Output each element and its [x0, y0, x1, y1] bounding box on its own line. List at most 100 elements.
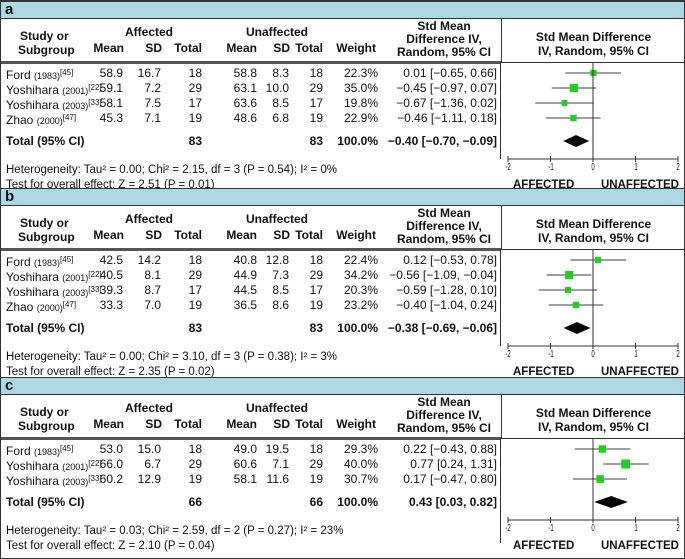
axis-label-affected: AFFECTED	[513, 540, 575, 552]
affected-total: 19	[188, 298, 202, 312]
study-reference: [33]	[88, 98, 102, 107]
affected-sd: 15.0	[137, 442, 161, 456]
header-unaff-mean: Mean	[226, 41, 257, 55]
affected-total: 29	[188, 268, 202, 282]
header-smd-1: Std Mean	[417, 395, 471, 409]
total-unaffected: 66	[309, 495, 323, 509]
summary-diamond	[563, 322, 591, 334]
header-smd-3: Random, 95% CI	[396, 232, 492, 246]
unaffected-total: 19	[309, 298, 323, 312]
study-name: Yoshihara (2003)[33]	[6, 283, 102, 300]
total-ci: −0.38 [−0.69, −0.06]	[387, 321, 497, 335]
affected-sd: 16.7	[137, 66, 161, 80]
axis-tick-label: 0	[591, 523, 595, 534]
study-weight: 22.3%	[343, 66, 378, 80]
header-plot-2: IV, Random, 95% CI	[538, 420, 649, 434]
effect-square	[565, 270, 574, 280]
axis-tick-label: 0	[591, 349, 595, 360]
affected-sd: 8.1	[144, 268, 161, 282]
panel-label: b	[5, 188, 15, 205]
effect-square	[570, 114, 577, 122]
unaffected-sd: 8.5	[272, 283, 289, 297]
study-weight: 29.3%	[343, 442, 378, 456]
header-divider	[1, 61, 501, 64]
affected-total: 19	[188, 111, 202, 125]
study-ci: 0.01 [−0.65, 0.66]	[403, 66, 497, 80]
unaffected-mean: 44.9	[233, 268, 257, 282]
unaffected-total: 29	[309, 457, 323, 471]
header-plot-2: IV, Random, 95% CI	[538, 44, 649, 58]
study-weight: 30.7%	[343, 472, 378, 486]
header-unaff-total: Total	[295, 228, 323, 242]
study-year: (1983)	[34, 71, 61, 81]
axis-label-affected: AFFECTED	[513, 366, 575, 378]
effect-square	[598, 445, 607, 453]
affected-mean: 40.5	[99, 268, 123, 282]
affected-total: 17	[188, 283, 202, 297]
header-unaffected: Unaffected	[245, 212, 308, 226]
study-year: (2001)	[62, 273, 89, 283]
study-weight: 19.8%	[343, 96, 378, 110]
unaffected-total: 19	[309, 472, 323, 486]
affected-mean: 33.3	[99, 298, 123, 312]
total-label: Total (95% CI)	[6, 134, 85, 148]
unaffected-mean: 40.8	[233, 253, 257, 267]
axis-tick-label: 1	[633, 162, 638, 173]
study-author: Ford	[6, 444, 31, 458]
header-unaff-sd: SD	[273, 228, 290, 242]
study-weight: 23.2%	[343, 298, 378, 312]
panel-label: c	[5, 377, 14, 394]
unaffected-total: 19	[309, 111, 323, 125]
unaffected-total: 29	[309, 81, 323, 95]
affected-total: 18	[188, 253, 202, 267]
unaffected-mean: 58.8	[233, 66, 257, 80]
study-ci: −0.56 [−1.09, −0.04]	[389, 268, 497, 282]
affected-sd: 12.9	[137, 472, 161, 486]
heterogeneity-text: Heterogeneity: Tau² = 0.00; Chi² = 3.10,…	[6, 351, 338, 363]
unaffected-sd: 12.8	[265, 253, 289, 267]
header-weight: Weight	[336, 228, 376, 242]
unaffected-total: 18	[309, 253, 323, 267]
header-divider	[1, 248, 501, 251]
effect-square	[569, 83, 578, 93]
study-author: Ford	[6, 68, 31, 82]
axis-tick-label: 1	[633, 349, 638, 360]
unaffected-sd: 8.6	[272, 298, 289, 312]
header-unaff-mean: Mean	[226, 417, 257, 431]
unaffected-mean: 49.0	[233, 442, 257, 456]
unaffected-total: 17	[309, 96, 323, 110]
study-weight: 22.4%	[343, 253, 378, 267]
unaffected-total: 17	[309, 283, 323, 297]
panel-label-band: a	[1, 1, 684, 19]
axis-tick-label: -1	[547, 349, 554, 360]
unaffected-total: 29	[309, 268, 323, 282]
study-year: (2001)	[62, 462, 89, 472]
study-author: Yoshihara	[6, 459, 59, 473]
affected-sd: 7.2	[144, 81, 161, 95]
header-aff-mean: Mean	[93, 41, 124, 55]
header-aff-mean: Mean	[93, 417, 124, 431]
header-plot-1: Std Mean Difference	[535, 217, 652, 231]
study-name: Ford (1983)[45]	[6, 253, 73, 270]
table-plot-divider	[500, 438, 501, 543]
table-plot-divider	[500, 249, 501, 346]
panel-label: a	[5, 1, 14, 18]
header-divider	[1, 437, 501, 440]
summary-diamond	[563, 135, 590, 147]
study-name: Yoshihara (2001)[22]	[6, 268, 102, 285]
study-ci: −0.46 [−1.11, 0.18]	[397, 111, 497, 125]
header-study-1: Study or	[20, 405, 69, 419]
overall-effect-text: Test for overall effect: Z = 2.10 (P = 0…	[6, 540, 215, 552]
header-affected: Affected	[124, 25, 173, 39]
affected-total: 29	[188, 457, 202, 471]
axis-label-unaffected: UNAFFECTED	[601, 540, 679, 552]
study-year: (2003)	[62, 477, 89, 487]
study-ci: −0.59 [−1.28, 0.10]	[396, 283, 497, 297]
unaffected-sd: 7.1	[272, 457, 289, 471]
study-author: Zhao	[6, 300, 34, 314]
plot-border-left	[501, 395, 502, 438]
study-name: Yoshihara (2003)[33]	[6, 472, 102, 489]
study-year: (2000)	[36, 303, 63, 313]
